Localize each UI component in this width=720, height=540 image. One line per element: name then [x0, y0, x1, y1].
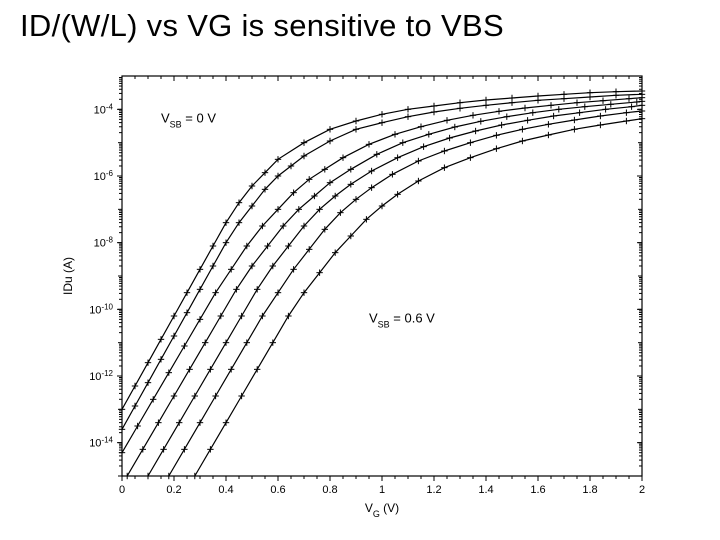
- x-tick-label: 0.4: [218, 484, 233, 496]
- x-tick-label: 1.8: [582, 484, 597, 496]
- series-VSB=0.5: [169, 111, 642, 476]
- annotation-0: VSB = 0 V: [161, 111, 216, 130]
- plot-frame: [122, 76, 642, 476]
- x-axis-label: VG (V): [365, 501, 399, 519]
- y-axis-label: IDu (A): [61, 257, 75, 295]
- y-tick-label: 10-12: [89, 369, 113, 384]
- x-tick-label: 0.8: [322, 484, 337, 496]
- y-tick-label: 10-4: [94, 102, 114, 117]
- chart-container: 0 0.2 0.4 0.6 0.8 1 1.2 1.4 1.6 1.8 2 VG (V) 10-14 10…: [50, 58, 670, 528]
- x-tick-label: 1: [379, 484, 385, 496]
- x-tick-label: 0.2: [166, 484, 181, 496]
- series-VSB=0.4: [148, 105, 642, 476]
- x-tick-label: 0.6: [270, 484, 285, 496]
- y-tick-label: 10-14: [89, 435, 113, 450]
- annotation-1: VSB = 0.6 V: [369, 311, 435, 330]
- y-tick-label: 10-8: [94, 235, 114, 250]
- x-tick-label: 1.6: [530, 484, 545, 496]
- slide-title: ID/(W/L) vs VG is sensitive to VBS: [20, 8, 700, 44]
- x-tick-label: 0: [119, 484, 125, 496]
- y-tick-label: 10-6: [94, 169, 114, 184]
- chart-svg: 0 0.2 0.4 0.6 0.8 1 1.2 1.4 1.6 1.8 2 VG (V) 10-14 10…: [50, 58, 670, 528]
- x-tick-label: 1.4: [478, 484, 493, 496]
- x-tick-label: 2: [639, 484, 645, 496]
- series-VSB=0.3: [127, 101, 642, 476]
- series-VSB=0.2: [122, 98, 642, 453]
- y-tick-label: 10-10: [89, 302, 113, 317]
- series-VSB=0.1: [122, 94, 642, 429]
- x-tick-label: 1.2: [426, 484, 441, 496]
